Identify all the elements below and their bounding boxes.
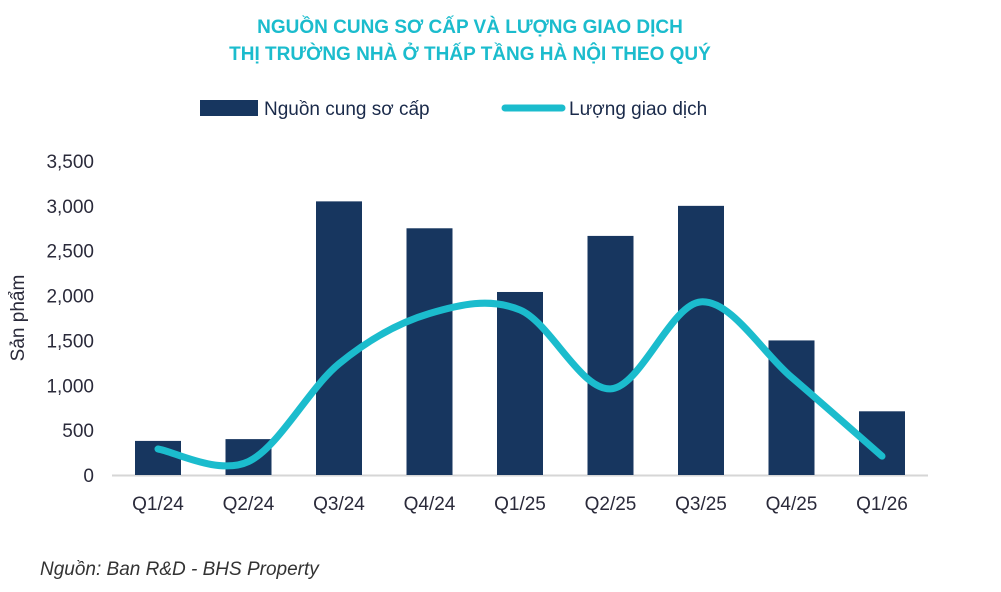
y-tick-label: 3,000 (46, 197, 94, 218)
x-tick-label: Q3/25 (675, 494, 727, 515)
bar-Q3-24 (316, 201, 362, 475)
x-tick-label: Q1/26 (856, 494, 908, 515)
y-tick-label: 500 (62, 421, 94, 442)
y-tick-label: 1,000 (46, 376, 94, 397)
x-tick-label: Q1/25 (494, 494, 546, 515)
x-tick-label: Q2/25 (585, 494, 637, 515)
y-tick-label: 3,500 (46, 152, 94, 173)
x-tick-label: Q3/24 (313, 494, 365, 515)
legend-bar-label: Nguồn cung sơ cấp (264, 99, 430, 120)
x-tick-label: Q4/24 (404, 494, 456, 515)
bar-Q2-24 (225, 439, 272, 475)
source-note: Nguồn: Ban R&D - BHS Property (40, 559, 320, 580)
y-tick-label: 0 (83, 466, 94, 487)
x-tick-label: Q2/24 (223, 494, 275, 515)
bar-Q2-25 (587, 235, 634, 475)
legend-line-label: Lượng giao dịch (569, 99, 707, 120)
y-tick-label: 1,500 (46, 331, 94, 352)
bar-Q4-24 (406, 228, 453, 475)
series-line-luong-giao-dich (154, 298, 886, 470)
y-tick-label: 2,500 (46, 242, 94, 263)
chart-title-line1: NGUỒN CUNG SƠ CẤP VÀ LƯỢNG GIAO DỊCH (257, 16, 683, 38)
chart-title-line2: THỊ TRƯỜNG NHÀ Ở THẤP TẦNG HÀ NỘI THEO Q… (229, 43, 711, 65)
y-tick-label: 2,000 (46, 287, 94, 308)
x-tick-label: Q1/24 (132, 494, 184, 515)
x-tick-label: Q4/25 (766, 494, 818, 515)
y-axis-label: Sản phẩm (8, 275, 29, 362)
legend-bar-swatch (200, 100, 258, 116)
bar-Q3-25 (678, 205, 724, 475)
